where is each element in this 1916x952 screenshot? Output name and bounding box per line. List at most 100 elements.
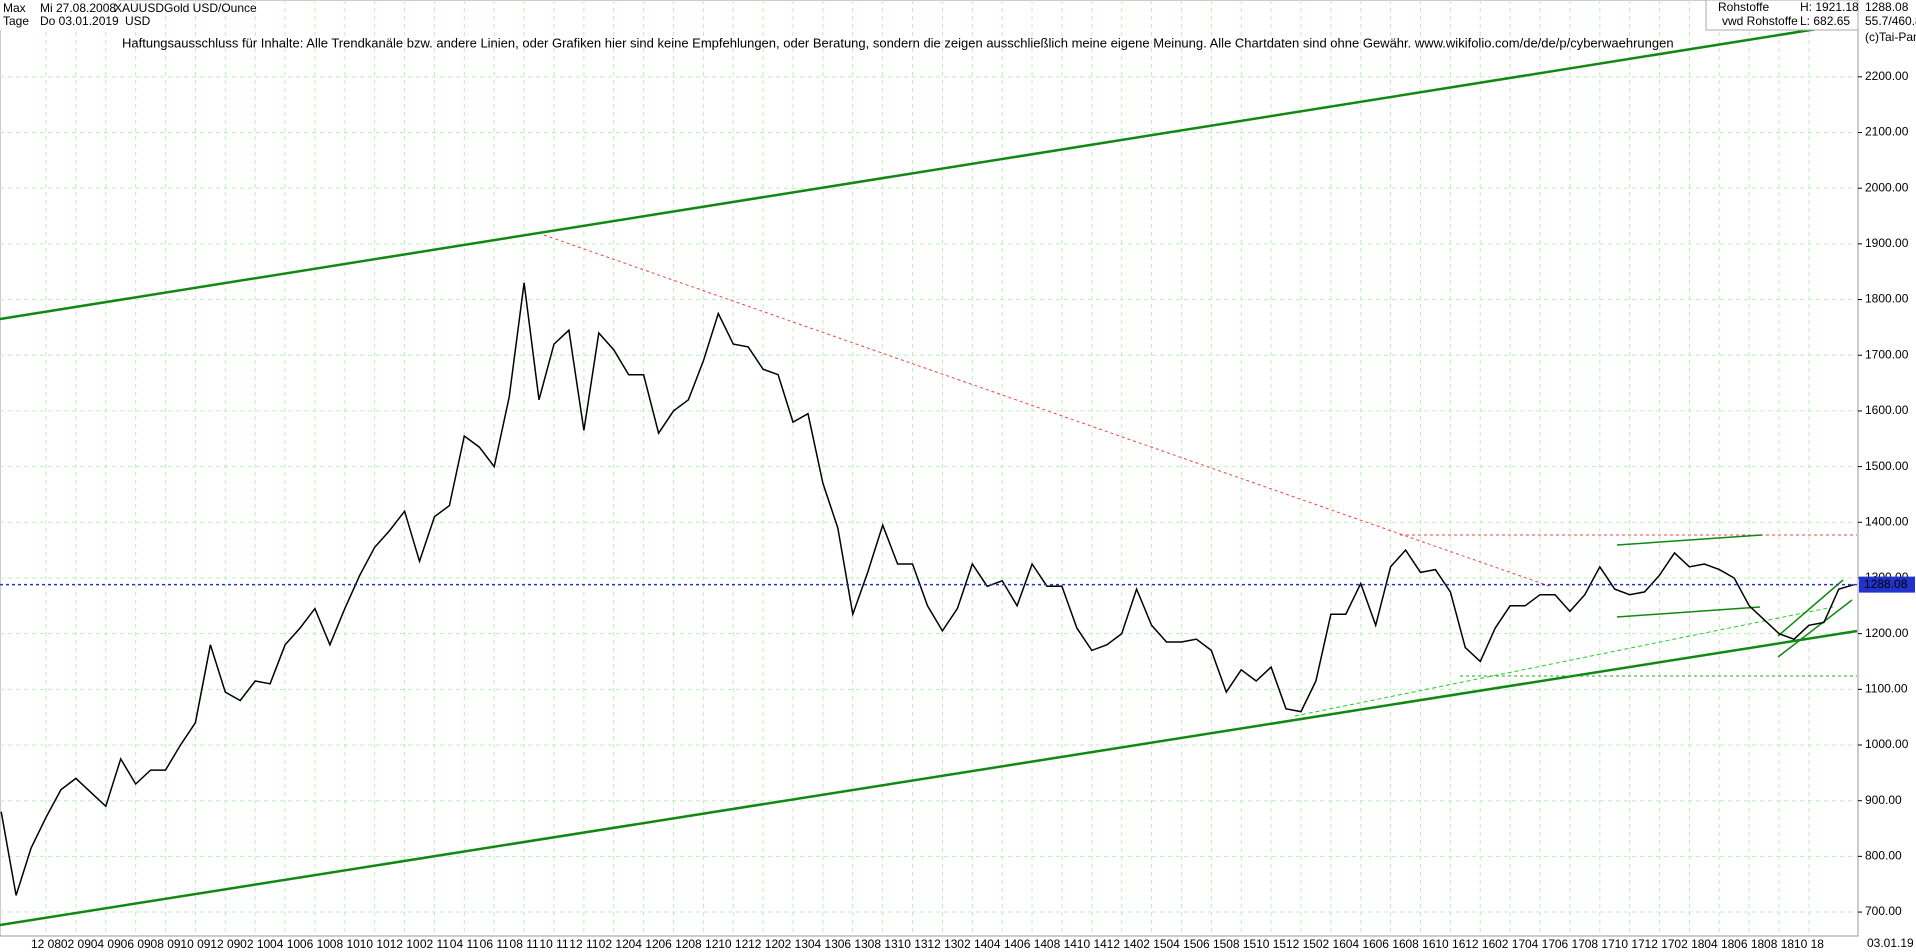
x-tick-label: 06 14 [1017, 937, 1047, 951]
y-tick-label: 700.00 [1865, 904, 1902, 918]
x-tick-label: 10 18 [1794, 937, 1824, 951]
green-trend [1294, 606, 1834, 717]
x-tick-label: 12 11 [569, 937, 598, 951]
x-tick-label: 04 12 [629, 937, 659, 951]
series [0, 282, 1855, 896]
y-tick-label: 1400.00 [1865, 514, 1909, 528]
x-tick-label: 10 15 [1256, 937, 1286, 951]
red-trend [543, 234, 1553, 588]
x-tick-label: 12 17 [1645, 937, 1675, 951]
end-label: 03.01.19 [1867, 936, 1914, 950]
y-tick-label: 800.00 [1865, 849, 1902, 863]
x-tick-label: 04 13 [808, 937, 838, 951]
y-tick-label: 1600.00 [1865, 403, 1909, 417]
last: 1288.08 [1865, 0, 1909, 14]
source: vwd Rohstoffe [1722, 14, 1798, 28]
x-tick-label: 12 08 [31, 937, 61, 951]
x-tick-label: 06 18 [1734, 937, 1764, 951]
start-date: Mi 27.08.2008 [40, 1, 116, 15]
x-tick-label: 06 11 [480, 937, 509, 951]
x-tick-label: 12 14 [1107, 937, 1137, 951]
y-tick-label: 1800.00 [1865, 292, 1909, 306]
y-tick-label: 900.00 [1865, 793, 1902, 807]
x-tick-label: 10 17 [1615, 937, 1645, 951]
x-tick-label: 06 09 [121, 937, 151, 951]
x-tick-label: 02 09 [61, 937, 91, 951]
x-tick-label: 10 10 [360, 937, 390, 951]
symbol: XAUUSD [114, 1, 164, 15]
interval: Tage [3, 14, 29, 28]
x-tick-label: 12 15 [1286, 937, 1316, 951]
wedge-low [1777, 599, 1853, 658]
x-tick-label: 08 17 [1585, 937, 1615, 951]
x-tick-label: 10 09 [180, 937, 210, 951]
x-tick-label: 02 13 [778, 937, 808, 951]
x-tick-label: 12 16 [1465, 937, 1495, 951]
x-tick-label: 08 16 [1405, 937, 1435, 951]
x-tick-label: 12 09 [210, 937, 240, 951]
x-tick-label: 02 14 [957, 937, 987, 951]
lower-channel [0, 629, 1858, 927]
x-tick-label: 10 16 [1435, 937, 1465, 951]
y-tick-label: 1100.00 [1865, 682, 1908, 696]
x-tick-label: 12 10 [390, 937, 420, 951]
x-tick-label: 06 16 [1376, 937, 1406, 951]
y-tick-label: 1000.00 [1865, 737, 1909, 751]
x-tick-label: 02 15 [1137, 937, 1167, 951]
x-tick-label: 04 18 [1704, 937, 1734, 951]
x-tick-label: 06 17 [1555, 937, 1585, 951]
range-high [1616, 534, 1763, 546]
x-tick-label: 10 11 [539, 937, 568, 951]
x-tick-label: 02 10 [240, 937, 270, 951]
x-tick-label: 02 17 [1495, 937, 1525, 951]
x-tick-label: 08 11 [510, 937, 539, 951]
group: Rohstoffe [1718, 0, 1769, 14]
y-tick-label: 1700.00 [1865, 347, 1909, 361]
current-price-box [1859, 576, 1915, 593]
y-tick-label: 2100.00 [1865, 125, 1909, 139]
grid [0, 0, 1858, 936]
x-tick-label: 04 16 [1346, 937, 1376, 951]
x-tick-label: 08 12 [688, 937, 718, 951]
x-tick-label: 08 13 [868, 937, 898, 951]
x-tick-label: 08 14 [1047, 937, 1077, 951]
x-tick-label: 12 12 [748, 937, 778, 951]
low: L: 682.65 [1800, 14, 1850, 28]
x-tick-label: 08 10 [330, 937, 360, 951]
x-tick-label: 02 18 [1674, 937, 1704, 951]
range-low [1616, 606, 1761, 618]
x-tick-label: 02 16 [1316, 937, 1346, 951]
copyright: (c)Tai-Pan [1865, 30, 1916, 44]
x-tick-label: 08 18 [1764, 937, 1794, 951]
x-tick-label: 04 14 [987, 937, 1017, 951]
wedge-high [1777, 579, 1844, 637]
instrument: Gold USD/Ounce [164, 1, 257, 15]
y-tick-label: 1500.00 [1865, 459, 1909, 473]
x-tick-label: 06 12 [658, 937, 688, 951]
high: H: 1921.18 [1800, 0, 1859, 14]
y-tick-label: 1200.00 [1865, 626, 1909, 640]
x-tick-label: 04 10 [270, 937, 300, 951]
disclaimer: Haftungsausschluss für Inhalte: Alle Tre… [122, 35, 1674, 50]
x-tick-label: 06 15 [1196, 937, 1226, 951]
x-tick-label: 04 11 [450, 937, 479, 951]
x-tick-label: 08 09 [151, 937, 181, 951]
x-tick-label: 10 13 [898, 937, 928, 951]
x-tick-label: 06 13 [838, 937, 868, 951]
info-box [1705, 0, 1859, 31]
x-tick-label: 04 15 [1166, 937, 1196, 951]
y-tick-label: 1900.00 [1865, 236, 1909, 250]
x-tick-label: 08 15 [1226, 937, 1256, 951]
y-tick-label: 2000.00 [1865, 180, 1909, 194]
x-tick-label: 02 12 [599, 937, 629, 951]
price-line [0, 282, 1855, 896]
y-tick-label: 2200.00 [1865, 69, 1909, 83]
header-box [0, 0, 118, 30]
x-tick-label: 06 10 [300, 937, 330, 951]
x-tick-label: 10 14 [1077, 937, 1107, 951]
plot-area [0, 0, 1859, 937]
currency: USD [125, 14, 151, 28]
x-tick-label: 04 09 [91, 937, 121, 951]
